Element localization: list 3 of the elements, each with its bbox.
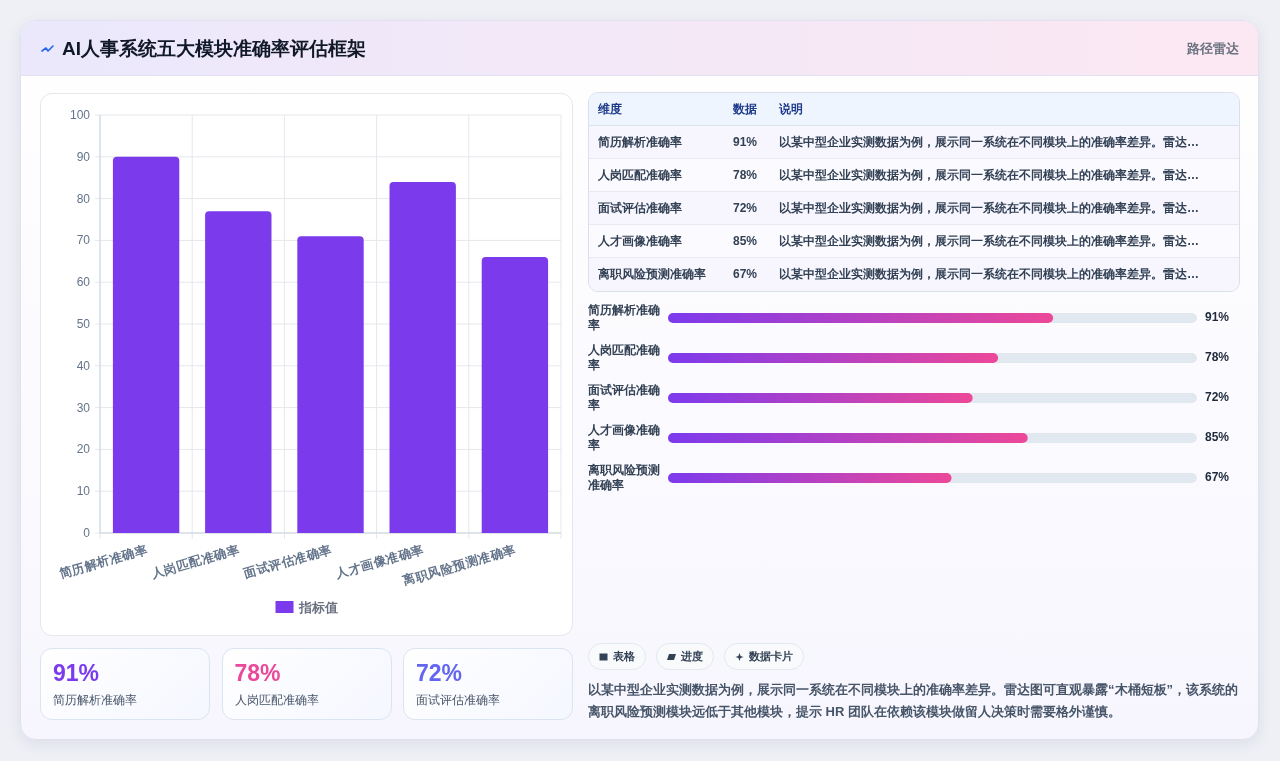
subtitle: 路径雷达 bbox=[1187, 40, 1239, 57]
title: AI人事系统五大模块准确率评估框架 bbox=[62, 37, 366, 61]
note: 以某中型企业实测数据为例，展示同一系统在不同模块上的准确率差异。雷达图可直观暴露“木桶短板”，该系统的离职风险预测模块远低于其他模块，提示 HR 团队在依赖该模块做留人决策时需要格外谨慎。 bbox=[588, 681, 1239, 721]
